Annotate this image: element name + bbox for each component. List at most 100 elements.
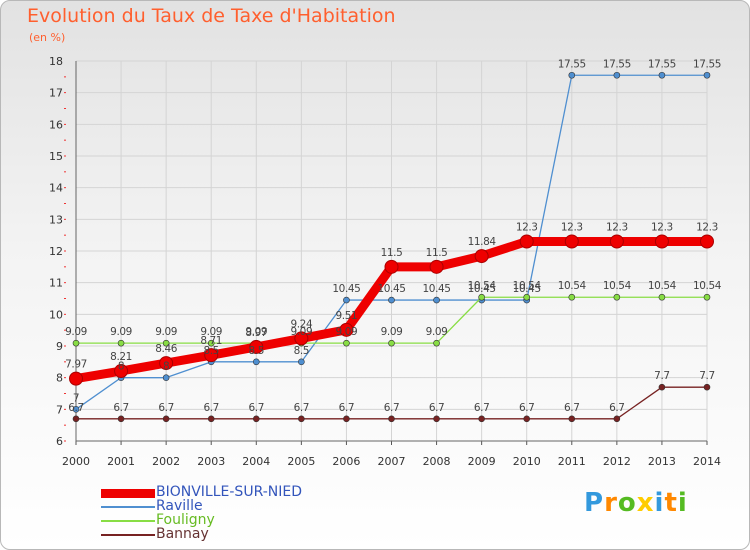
y-axis-unit-label: (en %) <box>29 31 66 44</box>
data-label-bionville-sur-nied: 9.24 <box>290 318 312 330</box>
data-label-fouligny: 9.09 <box>65 326 87 338</box>
x-tick-label: 2004 <box>242 455 270 468</box>
x-tick-label: 2008 <box>423 455 451 468</box>
data-point-bionville-sur-nied <box>204 348 219 363</box>
x-tick-label: 2006 <box>332 455 360 468</box>
data-point-bannay <box>162 415 170 423</box>
data-label-raville: 17.55 <box>603 58 631 70</box>
data-point-bannay <box>343 415 350 423</box>
x-tick-label: 2013 <box>648 455 676 468</box>
data-point-bionville-sur-nied <box>159 356 174 371</box>
data-label-bannay: 6.7 <box>609 402 625 414</box>
data-label-fouligny: 10.54 <box>468 280 497 292</box>
legend-swatch <box>101 520 155 522</box>
legend-label: BIONVILLE-SUR-NIED <box>156 484 303 500</box>
y-tick-label: 18 <box>49 55 63 68</box>
proxiti-logo: Proxiti <box>584 488 688 518</box>
data-label-bionville-sur-nied: 11.5 <box>426 247 448 259</box>
data-label-fouligny: 10.54 <box>558 280 587 292</box>
data-point-fouligny <box>613 293 621 301</box>
data-label-bannay: 6.7 <box>203 402 219 414</box>
data-point-bannay <box>207 415 215 423</box>
x-tick-label: 2000 <box>62 455 90 468</box>
data-point-raville <box>162 374 170 381</box>
data-label-bionville-sur-nied: 12.3 <box>696 222 718 234</box>
data-label-raville: 8.5 <box>249 345 265 357</box>
y-tick-label: 9 <box>56 340 63 353</box>
x-tick-label: 2007 <box>378 455 406 468</box>
data-label-raville: 10.45 <box>513 283 541 295</box>
data-point-bannay <box>613 415 621 423</box>
data-point-fouligny <box>388 339 395 347</box>
data-point-bionville-sur-nied <box>69 371 83 386</box>
data-point-fouligny <box>433 339 440 347</box>
data-point-raville <box>433 296 440 304</box>
x-tick-label: 2012 <box>603 455 631 468</box>
x-tick-label: 2003 <box>197 455 225 468</box>
data-point-fouligny <box>478 293 485 301</box>
data-label-raville: 7 <box>73 392 79 404</box>
data-point-bionville-sur-nied <box>384 259 399 274</box>
data-label-bannay: 6.7 <box>294 402 310 414</box>
data-point-raville <box>298 358 305 366</box>
data-point-bannay <box>523 415 531 423</box>
data-label-raville: 10.45 <box>468 283 496 295</box>
data-label-bannay: 6.7 <box>158 402 174 414</box>
data-label-fouligny: 10.54 <box>648 280 677 292</box>
data-label-fouligny: 9.09 <box>155 326 177 338</box>
data-label-bionville-sur-nied: 8.21 <box>110 351 132 363</box>
y-tick-label: 8 <box>56 372 63 385</box>
data-label-fouligny: 9.09 <box>110 326 132 338</box>
y-tick-label: 13 <box>49 213 63 226</box>
y-tick-label: 15 <box>49 150 63 163</box>
data-label-fouligny: 10.54 <box>693 280 722 292</box>
data-label-bionville-sur-nied: 7.97 <box>65 359 87 371</box>
x-tick-label: 2011 <box>558 455 586 468</box>
data-label-fouligny: 9.09 <box>426 326 448 338</box>
data-point-bannay <box>478 415 485 423</box>
x-tick-label: 2005 <box>287 455 315 468</box>
x-tick-label: 2009 <box>468 455 496 468</box>
x-tick-label: 2002 <box>152 455 180 468</box>
data-point-raville <box>252 358 260 366</box>
data-label-raville: 8 <box>118 361 124 373</box>
data-point-bannay <box>703 383 711 391</box>
y-tick-label: 6 <box>56 435 63 448</box>
data-label-bannay: 6.7 <box>474 402 490 414</box>
data-label-bionville-sur-nied: 8.46 <box>155 343 177 355</box>
data-point-bannay <box>72 415 80 423</box>
data-label-raville: 8.5 <box>203 345 219 357</box>
data-label-bionville-sur-nied: 12.3 <box>606 222 628 234</box>
data-label-raville: 17.55 <box>648 58 676 70</box>
data-point-bionville-sur-nied <box>700 234 714 249</box>
data-label-bionville-sur-nied: 12.3 <box>561 222 583 234</box>
data-point-raville <box>658 71 666 79</box>
data-label-fouligny: 9.09 <box>290 326 312 338</box>
data-point-fouligny <box>117 339 125 347</box>
data-point-bionville-sur-nied <box>654 234 669 249</box>
data-point-fouligny <box>72 339 80 347</box>
data-point-bionville-sur-nied <box>519 234 534 249</box>
x-tick-label: 2014 <box>693 455 721 468</box>
data-point-bionville-sur-nied <box>609 234 624 249</box>
legend-label: Fouligny <box>156 512 215 528</box>
data-point-fouligny <box>658 293 666 301</box>
y-tick-label: 11 <box>49 277 63 290</box>
data-point-fouligny <box>523 293 531 301</box>
data-label-bannay: 6.7 <box>113 402 129 414</box>
legend-label: Bannay <box>156 526 209 542</box>
legend-label: Raville <box>156 498 203 514</box>
data-label-bannay: 6.7 <box>429 402 445 414</box>
data-label-raville: 10.45 <box>377 283 405 295</box>
data-label-bannay: 6.7 <box>249 402 265 414</box>
data-label-fouligny: 9.09 <box>245 326 267 338</box>
data-point-bannay <box>568 415 576 423</box>
data-label-fouligny: 9.09 <box>336 326 358 338</box>
data-label-fouligny: 10.54 <box>513 280 542 292</box>
data-point-bannay <box>117 415 125 423</box>
data-point-raville <box>343 296 350 304</box>
data-point-bionville-sur-nied <box>339 322 354 337</box>
data-point-raville <box>388 296 395 304</box>
y-tick-label: 17 <box>49 87 63 100</box>
